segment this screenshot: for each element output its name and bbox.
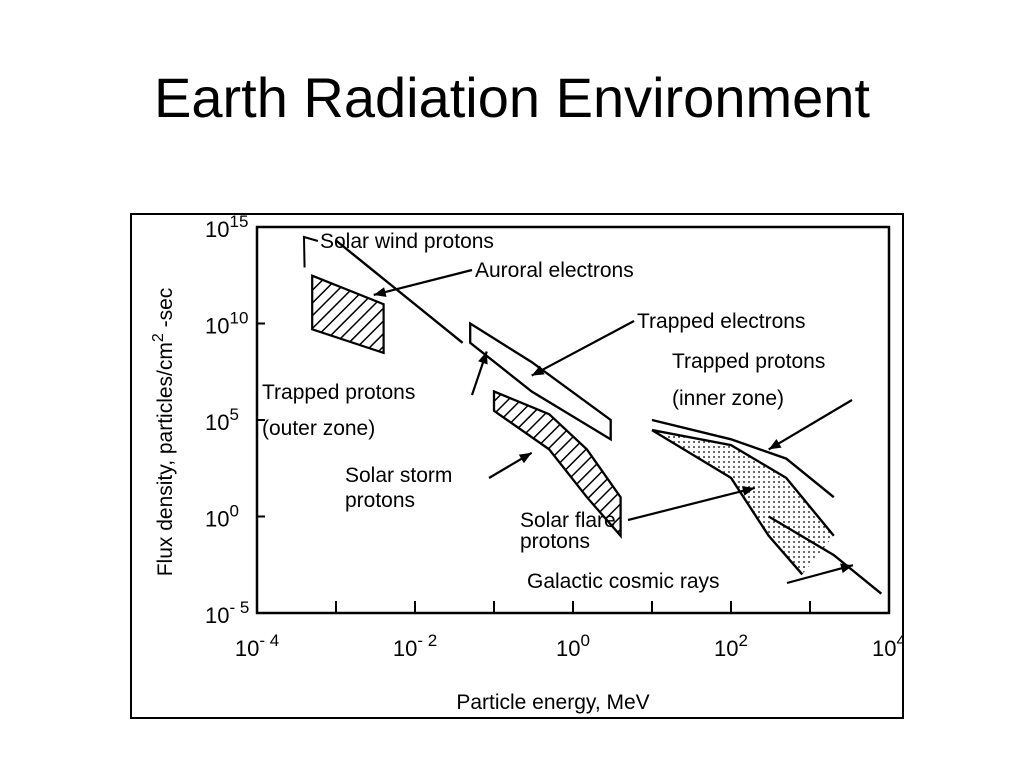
auroral-electrons-arrow	[373, 268, 473, 297]
y-tick-label-0: 1015	[205, 215, 248, 242]
figure-frame: 10- 4 10- 2 100 102 104 1015 1010 105 100 10- 5 Pa…	[130, 213, 904, 719]
solar-wind-protons-band	[311, 274, 385, 355]
solar-wind-protons-leader	[302, 235, 319, 268]
x-tick-label-2: 100	[556, 631, 590, 661]
trapped-protons-inner-lower	[651, 428, 835, 537]
solar-wind-protons-label: Solar wind protons	[320, 230, 494, 253]
trapped-protons-inner-label-line2: (inner zone)	[672, 387, 784, 410]
solar-flare-protons-band	[652, 430, 834, 575]
trapped-electrons-arrow-head	[531, 365, 545, 376]
trapped-electrons-arrow	[531, 320, 635, 377]
solar-storm-protons-arrow-head	[518, 452, 532, 464]
x-tick-label-4: 104	[872, 631, 902, 661]
solar-storm-protons-label-line2: protons	[345, 489, 415, 512]
trapped-protons-outer-arrow-head	[478, 351, 488, 365]
trapped-electrons-band	[469, 321, 612, 442]
trapped-protons-inner-label-line1: Trapped protons	[672, 350, 825, 373]
x-tick-label-3: 102	[714, 631, 748, 661]
slide-title: Earth Radiation Environment	[154, 66, 870, 129]
solar-storm-protons-band	[492, 389, 622, 539]
y-tick-label-3: 100	[205, 502, 239, 532]
trapped-protons-outer-label-line1: Trapped protons	[262, 381, 415, 404]
solar-flare-protons-arrow	[627, 486, 756, 522]
auroral-electrons-line	[335, 239, 464, 344]
flux-chart: 10- 4 10- 2 100 102 104 1015 1010 105 100 10- 5 Pa…	[150, 215, 902, 714]
galactic-cosmic-rays-line	[768, 515, 883, 595]
x-axis-label: Particle energy, MeV	[456, 691, 649, 714]
auroral-electrons-arrow-head	[373, 287, 387, 297]
auroral-electrons-label: Auroral electrons	[475, 259, 634, 282]
solar-flare-protons-edge	[651, 429, 804, 576]
trapped-protons-outer-label-line2: (outer zone)	[262, 417, 375, 440]
trapped-electrons-label: Trapped electrons	[637, 310, 805, 333]
solar-flare-protons-label-line1: Solar flare	[520, 509, 616, 532]
trapped-protons-inner-arrow-head	[768, 438, 782, 450]
y-tick-label-4: 10- 5	[205, 598, 249, 628]
y-axis-label: Flux density, particles/cm2 -sec	[150, 288, 177, 577]
x-tick-label-0: 10- 4	[235, 631, 279, 661]
solar-storm-protons-label-line1: Solar storm	[345, 464, 452, 487]
trapped-protons-inner-upper	[651, 418, 835, 499]
y-tick-label-2: 105	[205, 405, 239, 435]
solar-flare-protons-label-line2: protons	[520, 530, 590, 553]
x-tick-label-1: 10- 2	[393, 631, 437, 661]
galactic-cosmic-rays-arrow-head	[840, 563, 853, 574]
solar-flare-protons-arrow-head	[741, 486, 755, 496]
y-tick-label-1: 1010	[205, 309, 248, 339]
galactic-cosmic-rays-label: Galactic cosmic rays	[527, 570, 720, 593]
trapped-protons-inner-arrow	[768, 399, 853, 451]
